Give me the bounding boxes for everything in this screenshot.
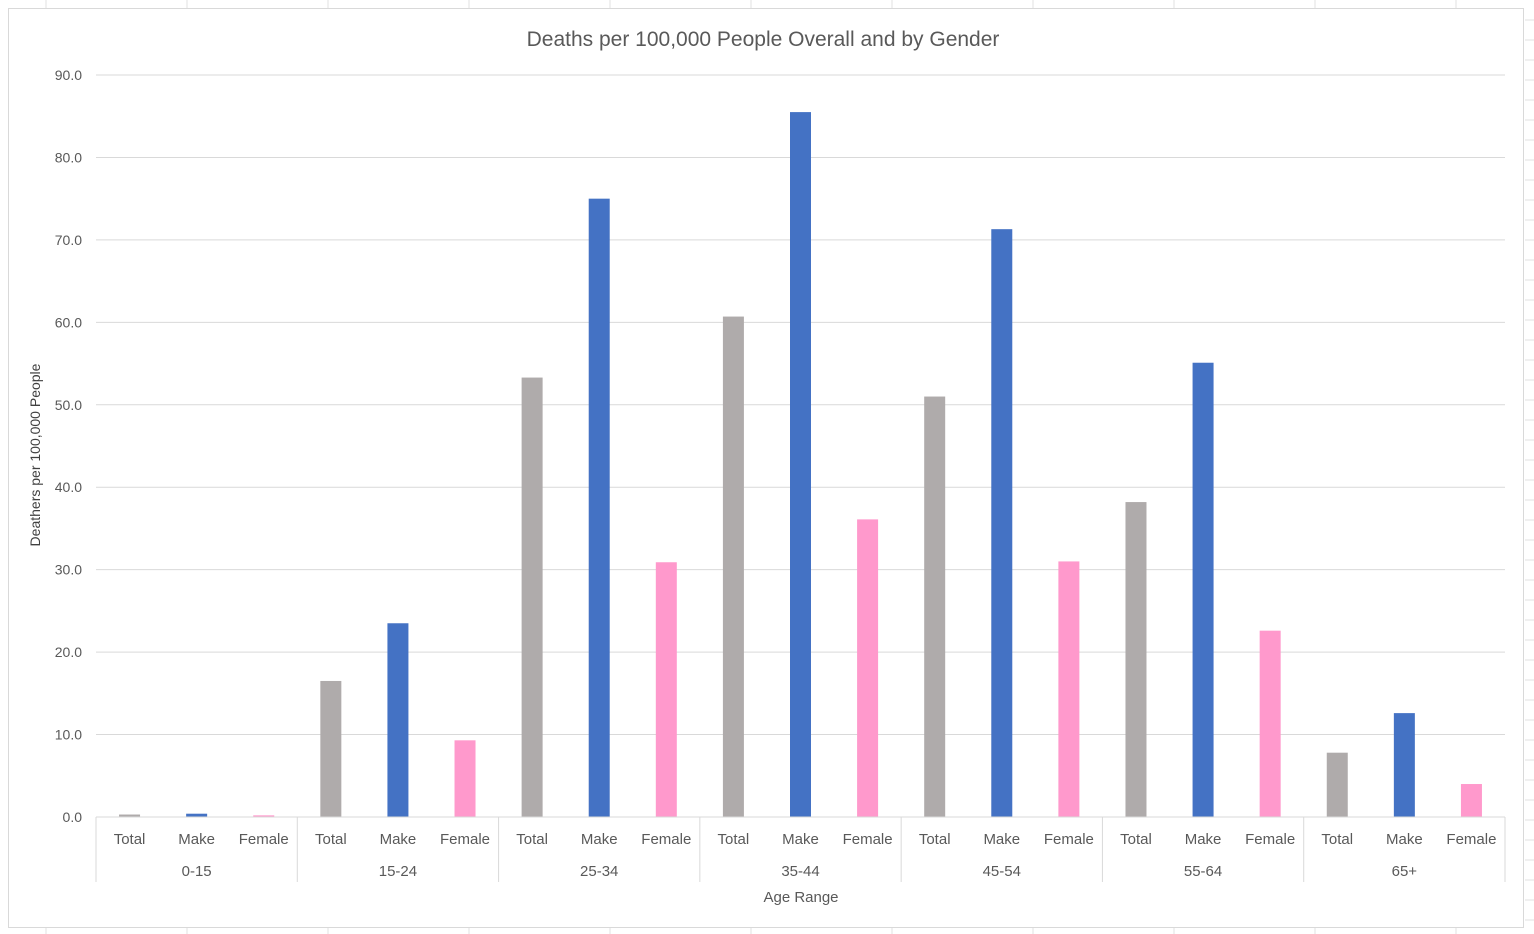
bar-total-65+[interactable] bbox=[1326, 752, 1348, 817]
bar-total-25-34[interactable] bbox=[521, 377, 543, 817]
x-group-label: 55-64 bbox=[1184, 863, 1222, 880]
y-tick-label: 30.0 bbox=[55, 562, 82, 578]
x-tick-label: Make bbox=[178, 831, 215, 848]
bar-total-35-44[interactable] bbox=[722, 316, 744, 817]
chart-area[interactable]: Deaths per 100,000 People Overall and by… bbox=[8, 8, 1524, 928]
x-axis-title: Age Range bbox=[763, 889, 838, 906]
y-tick-label: 70.0 bbox=[55, 232, 82, 248]
y-tick-label: 0.0 bbox=[63, 809, 83, 825]
x-group-label: 65+ bbox=[1392, 863, 1418, 880]
x-tick-label: Female bbox=[1044, 831, 1094, 848]
bar-chart: Deaths per 100,000 People Overall and by… bbox=[27, 28, 1506, 906]
x-group-label: 15-24 bbox=[379, 863, 417, 880]
y-tick-label: 50.0 bbox=[55, 397, 82, 413]
bar-make-45-54[interactable] bbox=[991, 229, 1013, 817]
x-tick-label: Make bbox=[1386, 831, 1423, 848]
y-axis-tick-labels: 0.0 10.0 20.0 30.0 40.0 50.0 60.0 70.0 80.0 90.0 bbox=[55, 67, 82, 825]
x-tick-label: Total bbox=[718, 831, 750, 848]
y-tick-label: 80.0 bbox=[55, 149, 82, 165]
bar-female-0-15[interactable] bbox=[253, 815, 275, 817]
bar-female-65+[interactable] bbox=[1460, 784, 1482, 817]
x-tick-label: Total bbox=[1120, 831, 1152, 848]
x-tick-label: Female bbox=[1245, 831, 1295, 848]
x-tick-label: Female bbox=[239, 831, 289, 848]
x-tick-label: Female bbox=[843, 831, 893, 848]
x-axis: Total Make Female 0-15 Total Make Female 15-24 T… bbox=[95, 816, 1506, 882]
y-tick-label: 90.0 bbox=[55, 67, 82, 83]
x-tick-label: Total bbox=[1321, 831, 1353, 848]
bars bbox=[119, 112, 1482, 818]
bar-female-25-34[interactable] bbox=[655, 562, 677, 817]
x-tick-label: Make bbox=[1185, 831, 1222, 848]
y-axis-title: Deathers per 100,000 People bbox=[27, 363, 43, 546]
bar-female-35-44[interactable] bbox=[857, 519, 879, 817]
bar-total-45-54[interactable] bbox=[924, 396, 946, 817]
y-tick-label: 20.0 bbox=[55, 644, 82, 660]
bar-make-35-44[interactable] bbox=[790, 112, 811, 818]
bar-female-15-24[interactable] bbox=[454, 740, 476, 817]
bar-make-65+[interactable] bbox=[1393, 713, 1415, 817]
x-group-label: 35-44 bbox=[781, 863, 819, 880]
x-tick-label: Total bbox=[114, 831, 146, 848]
x-tick-label: Make bbox=[983, 831, 1020, 848]
y-tick-label: 10.0 bbox=[55, 727, 82, 743]
x-tick-label: Total bbox=[516, 831, 548, 848]
bar-make-15-24[interactable] bbox=[387, 623, 409, 817]
bar-make-25-34[interactable] bbox=[588, 198, 610, 817]
y-tick-label: 40.0 bbox=[55, 479, 82, 495]
x-tick-label: Total bbox=[919, 831, 951, 848]
bar-female-45-54[interactable] bbox=[1058, 561, 1080, 817]
x-tick-label: Make bbox=[581, 831, 618, 848]
x-tick-label: Female bbox=[1446, 831, 1496, 848]
x-tick-label: Female bbox=[440, 831, 490, 848]
bar-make-0-15[interactable] bbox=[186, 813, 208, 817]
x-tick-label: Female bbox=[641, 831, 691, 848]
x-group-label: 25-34 bbox=[580, 863, 618, 880]
x-group-label: 0-15 bbox=[182, 863, 212, 880]
x-group-label: 45-54 bbox=[983, 863, 1021, 880]
x-tick-label: Total bbox=[315, 831, 347, 848]
x-tick-label: Make bbox=[380, 831, 417, 848]
bar-female-55-64[interactable] bbox=[1259, 630, 1281, 817]
chart-title: Deaths per 100,000 People Overall and by… bbox=[527, 28, 1000, 51]
bar-total-15-24[interactable] bbox=[320, 680, 342, 817]
bar-total-55-64[interactable] bbox=[1125, 502, 1147, 817]
y-tick-label: 60.0 bbox=[55, 314, 82, 330]
x-tick-label: Make bbox=[782, 831, 819, 848]
bar-total-0-15[interactable] bbox=[119, 814, 141, 817]
bar-make-55-64[interactable] bbox=[1192, 362, 1214, 817]
